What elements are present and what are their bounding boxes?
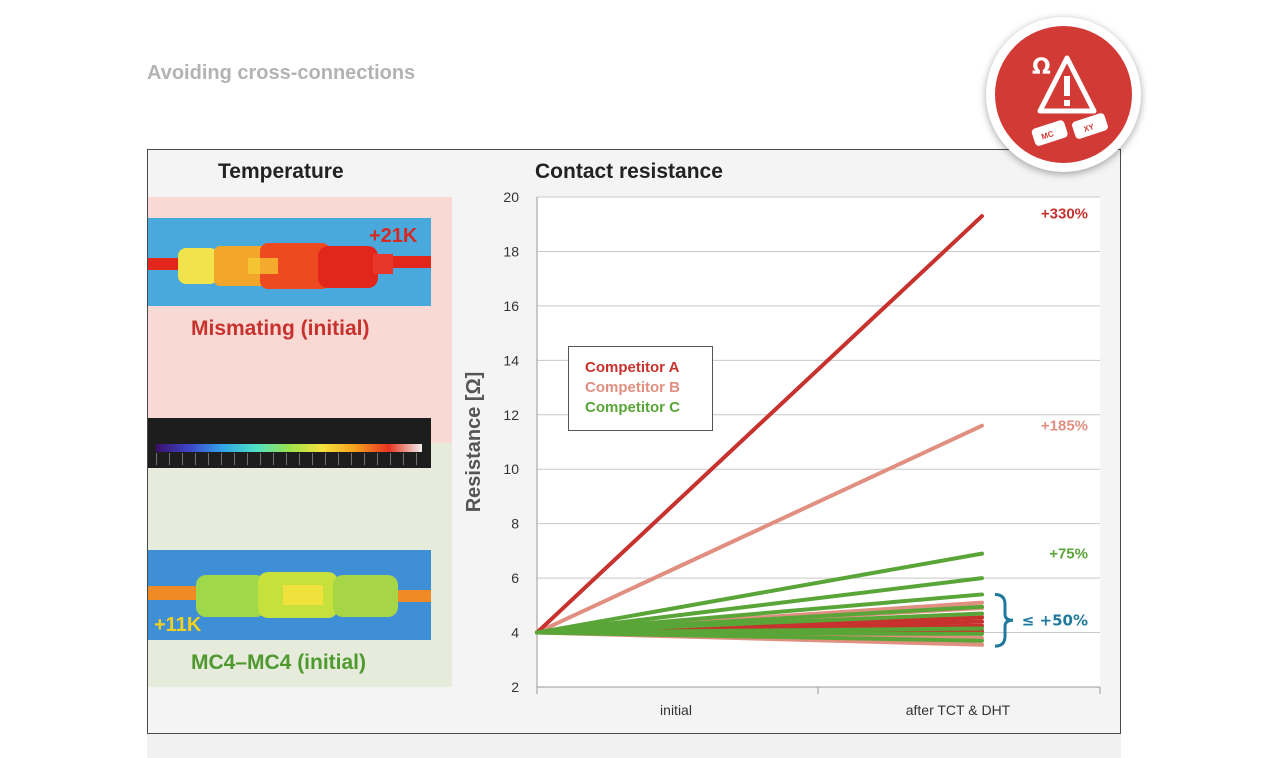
thermal-image-mismating	[148, 218, 431, 306]
y-axis-label: Resistance [Ω]	[463, 372, 485, 513]
y-tick-label: 2	[511, 679, 519, 695]
mismating-delta: +21K	[369, 225, 418, 247]
badge-plug-mc: MC	[1040, 129, 1055, 141]
annotation-bracket	[994, 592, 1014, 648]
y-tick-label: 8	[511, 516, 519, 532]
series-line	[535, 630, 984, 643]
annotation-label: ≤ +50%	[1022, 611, 1088, 629]
temperature-scale-ticks	[156, 453, 422, 465]
legend-competitor-c: Competitor C	[585, 399, 680, 416]
y-tick-label: 18	[503, 243, 519, 259]
svg-text:Ω: Ω	[1032, 55, 1051, 80]
series-line	[535, 423, 984, 635]
temperature-scale	[148, 418, 431, 468]
annotation-label: +75%	[1049, 546, 1088, 563]
badge-plug-xy: XY	[1082, 122, 1096, 134]
warning-triangle-icon: Ω MC XY	[1031, 55, 1108, 146]
y-tick-label: 16	[503, 298, 519, 314]
x-tick-label: after TCT & DHT	[906, 702, 1011, 718]
thermal-image-mc4	[148, 550, 431, 640]
series-line	[535, 214, 984, 635]
warning-badge-disc: Ω MC XY	[995, 26, 1132, 163]
warning-badge: Ω MC XY	[986, 17, 1141, 172]
thermal-image-mismating-art	[148, 218, 431, 306]
y-tick-label: 20	[503, 189, 519, 205]
x-tick-label: initial	[660, 702, 692, 718]
y-tick-label: 6	[511, 570, 519, 586]
mismating-caption: Mismating (initial)	[191, 317, 370, 340]
legend-competitor-b: Competitor B	[585, 379, 680, 396]
annotation-label: +185%	[1041, 418, 1088, 435]
temperature-heading: Temperature	[218, 160, 344, 183]
series-line	[535, 551, 984, 635]
series-line	[535, 576, 984, 635]
mc4-delta: +11K	[154, 614, 202, 636]
chart-legend: Competitor A Competitor B Competitor C	[568, 346, 713, 431]
y-tick-label: 10	[503, 461, 519, 477]
legend-competitor-a: Competitor A	[585, 359, 680, 376]
series-line	[535, 611, 984, 635]
temperature-scale-gradient	[156, 444, 422, 452]
mc4-caption: MC4–MC4 (initial)	[191, 651, 367, 674]
bottom-strip	[147, 734, 1121, 758]
y-tick-label: 14	[503, 352, 519, 368]
page-subtitle: Avoiding cross-connections	[147, 62, 416, 84]
thermal-image-mc4-art	[148, 550, 431, 640]
chart-title: Contact resistance	[535, 160, 723, 183]
y-tick-label: 4	[511, 625, 519, 641]
annotation-label: +330%	[1041, 205, 1088, 222]
series-line	[535, 592, 984, 635]
y-tick-label: 12	[503, 407, 519, 423]
